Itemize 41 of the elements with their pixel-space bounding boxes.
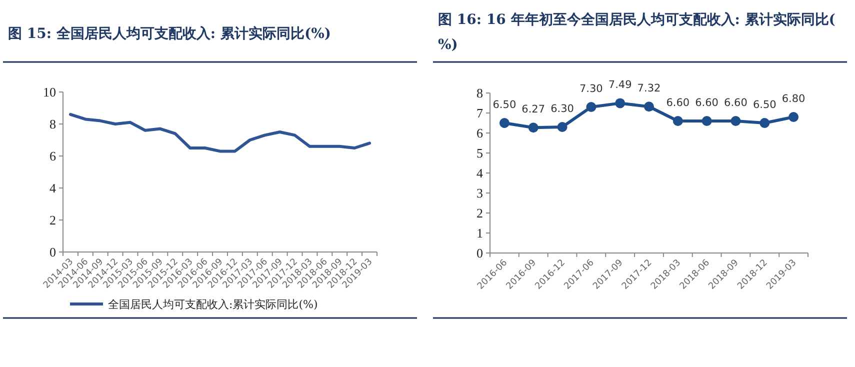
y-tick-label: 8	[50, 116, 56, 132]
point	[586, 102, 596, 112]
data-label: 6.50	[492, 99, 516, 111]
data-label: 7.49	[608, 79, 632, 92]
y-tick-label: 6	[476, 126, 484, 140]
y-tick-label: 4	[50, 180, 56, 196]
line-series	[68, 112, 372, 153]
chart-title: 图 15: 全国居民人均可支配收入: 累计实际同比(%)	[8, 25, 331, 42]
y-tick-label: 1	[476, 226, 483, 240]
y-tick-label: 2	[476, 206, 483, 220]
legend-label: 全国居民人均可支配收入:累计实际同比(%)	[108, 298, 318, 311]
chart-title: 图 16: 16 年年初至今全国居民人均可支配收入: 累计实际同比(%)	[438, 11, 836, 53]
point	[730, 116, 741, 126]
y-tick-label: 2	[50, 212, 56, 228]
point	[615, 98, 626, 108]
data-label: 6.27	[522, 104, 546, 116]
y-tick-label: 6	[50, 148, 56, 164]
point	[499, 118, 510, 128]
data-label: 6.50	[752, 99, 776, 111]
y-tick-label: 5	[476, 146, 483, 160]
y-tick-label: 10	[43, 84, 56, 100]
y-tick-label: 0	[476, 246, 483, 260]
data-label: 6.30	[550, 103, 574, 115]
y-tick-label: 0	[50, 244, 56, 260]
y-tick-label: 7	[476, 106, 484, 120]
point	[557, 122, 568, 132]
point	[760, 118, 770, 128]
data-label: 7.32	[637, 82, 661, 95]
data-label: 6.60	[666, 97, 690, 109]
point	[528, 122, 538, 133]
data-label: 6.60	[724, 97, 748, 109]
point	[788, 112, 799, 122]
y-tick-label: 8	[476, 86, 483, 100]
point	[644, 102, 654, 112]
y-tick-label: 3	[476, 186, 483, 200]
y-tick-label: 4	[476, 166, 484, 180]
point	[702, 116, 712, 126]
data-label: 6.80	[782, 93, 806, 105]
data-label: 7.30	[579, 83, 603, 95]
data-label: 6.60	[695, 97, 719, 109]
point	[672, 116, 683, 126]
